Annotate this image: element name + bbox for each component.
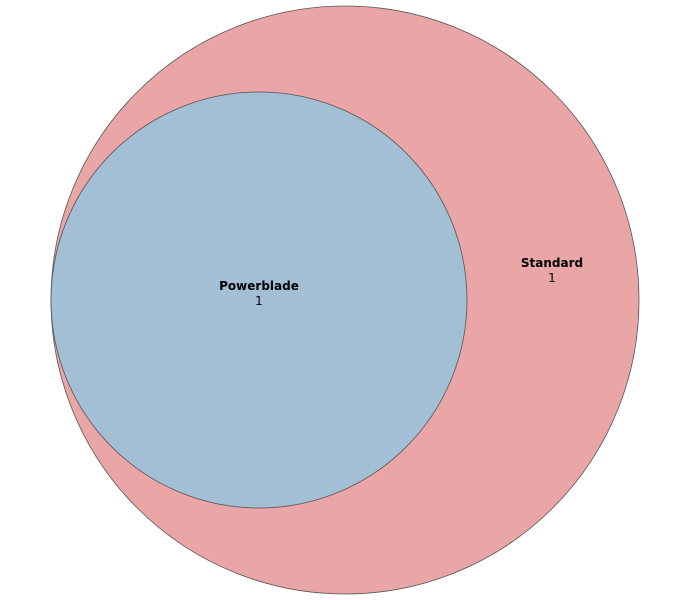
set-standard-count: 1 (548, 271, 556, 285)
set-powerblade-circle (50, 91, 468, 509)
set-powerblade-count: 1 (255, 294, 263, 308)
set-powerblade (50, 91, 468, 509)
set-standard-label: Standard (521, 256, 583, 270)
set-powerblade-label: Powerblade (219, 279, 299, 293)
